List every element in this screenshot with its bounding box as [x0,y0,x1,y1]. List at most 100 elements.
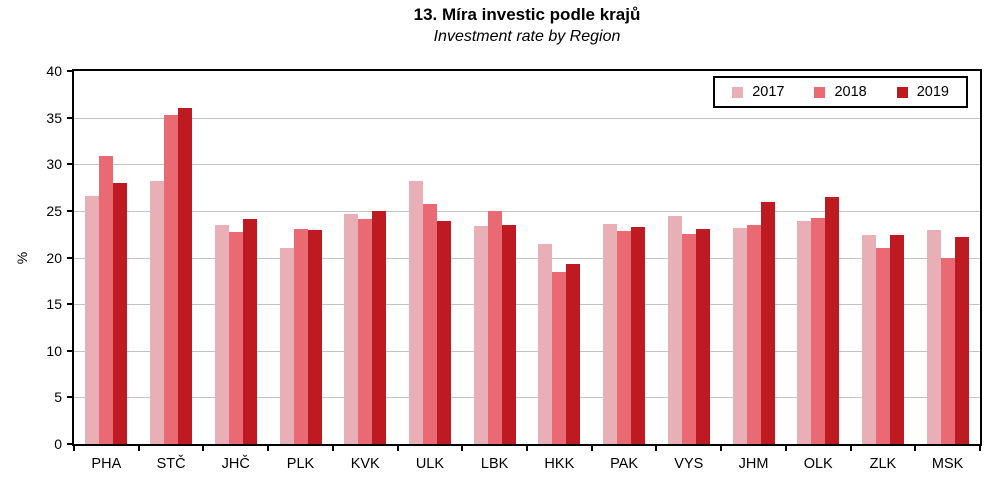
gridline-35 [74,117,980,119]
legend-label-2018: 2018 [834,84,867,100]
bar-group-zlk [851,71,916,444]
x-axis-tick-label-lbk: LBK [480,456,509,472]
gridline-30 [74,164,980,166]
legend-item-2019: 2019 [896,84,949,100]
x-tick-mark-9 [655,444,658,451]
bar-2019-zlk [889,235,904,444]
x-tick-mark-0 [73,444,75,451]
bar-2019-stč [178,108,193,444]
x-axis-tick-label-olk: OLK [803,456,833,472]
x-axis-tick-label-pha: PHA [91,456,122,472]
bar-group-pha [74,71,139,444]
bar-group-kvk [333,71,398,444]
bar-2018-zlk [875,248,890,444]
y-tick-mark-10 [67,349,74,352]
y-axis-tick-label-25: 25 [46,202,62,219]
bar-2019-kvk [372,210,387,444]
bar-2019-jhč [242,219,257,444]
legend-item-2018: 2018 [814,84,867,100]
plot-area: 0 5 10 15 20 25 30 35 40 PHA STČ JHČ PLK KVK ULK LBK HK… [46,64,982,472]
bar-2018-ulk [422,204,437,444]
chart-subtitle: Investment rate by Region [433,28,621,45]
x-tick-mark-8 [590,444,593,451]
bar-group-lbk [462,71,527,444]
y-axis-tick-label-20: 20 [46,249,62,266]
x-axis-tick-label-pak: PAK [610,456,639,472]
bar-2018-jhm [746,224,761,444]
x-tick-mark-3 [267,444,270,451]
bar-2017-jhč [214,224,229,444]
x-axis-tick-label-msk: MSK [931,456,964,472]
bar-2017-kvk [344,213,359,444]
bar-group-hkk [527,71,592,444]
x-axis-tick-label-zlk: ZLK [869,456,897,472]
bar-2018-lbk [487,210,502,444]
x-axis-tick-label-jhč: JHČ [221,456,250,472]
bar-2017-zlk [861,235,876,444]
chart-title: 13. Míra investic podle krajů [413,5,641,24]
x-tick-mark-10 [720,444,723,451]
bar-group-plk [268,71,333,444]
bar-group-ulk [398,71,463,444]
bar-2019-pak [631,226,646,444]
x-tick-mark-14 [979,444,981,451]
x-tick-mark-4 [331,444,334,451]
y-axis-tick-label-30: 30 [46,156,62,173]
y-tick-mark-0 [67,443,74,445]
x-tick-mark-13 [914,444,917,451]
bar-2018-plk [293,228,308,444]
gridline-25 [74,210,980,212]
gridline-15 [74,304,980,306]
legend-item-2017: 2017 [732,84,784,100]
legend-swatch-2019 [896,86,908,98]
bar-2019-lbk [501,224,516,444]
bar-2017-stč [150,181,165,444]
gridline-20 [74,257,980,259]
x-tick-mark-12 [849,444,852,451]
x-tick-mark-11 [784,444,787,451]
bar-2017-olk [797,221,812,444]
bar-2017-jhm [732,227,747,444]
x-axis-tick-label-ulk: ULK [415,456,445,472]
bar-2017-hkk [538,243,553,444]
bar-2018-pha [99,155,114,444]
bar-2017-vys [667,215,682,444]
bar-2017-lbk [473,225,488,444]
bar-group-jhm [721,71,786,444]
x-axis: PHA STČ JHČ PLK KVK ULK LBK HKK PAK VYS JHM OLK ZLK M… [73,71,981,472]
y-axis-tick-label-15: 15 [46,296,62,313]
bar-2017-ulk [408,181,423,444]
gridline-10 [74,350,980,352]
y-tick-mark-25 [67,209,74,212]
bar-2019-olk [825,196,840,444]
y-tick-mark-30 [67,163,74,166]
bar-2019-hkk [566,264,581,444]
y-axis: 0 5 10 15 20 25 30 35 40 [46,64,980,451]
y-axis-tick-label-40: 40 [46,63,62,79]
y-axis-tick-label-10: 10 [46,342,62,359]
y-axis-tick-label-5: 5 [54,389,62,406]
x-tick-mark-2 [202,444,205,451]
bar-2017-pak [603,223,618,444]
bars-layer [74,71,980,444]
x-tick-mark-5 [396,444,399,451]
x-axis-tick-label-stč: STČ [156,456,186,472]
gridline-5 [74,397,980,399]
x-axis-tick-label-hkk: HKK [544,456,575,472]
legend-swatch-2017 [732,86,744,98]
bar-2017-plk [279,248,294,444]
bar-2019-jhm [760,201,775,444]
bar-2018-hkk [552,272,567,444]
bar-group-jhč [203,71,268,444]
bar-2018-vys [681,234,696,444]
bar-2017-msk [926,229,941,444]
y-tick-mark-35 [67,116,74,119]
bar-group-olk [786,71,851,444]
bar-2018-stč [164,114,179,444]
bar-2018-pak [617,231,632,444]
bar-group-msk [915,71,980,444]
bar-2018-olk [811,218,826,444]
bar-2018-msk [940,257,955,444]
bar-2017-pha [85,195,100,444]
y-tick-mark-20 [67,256,74,259]
